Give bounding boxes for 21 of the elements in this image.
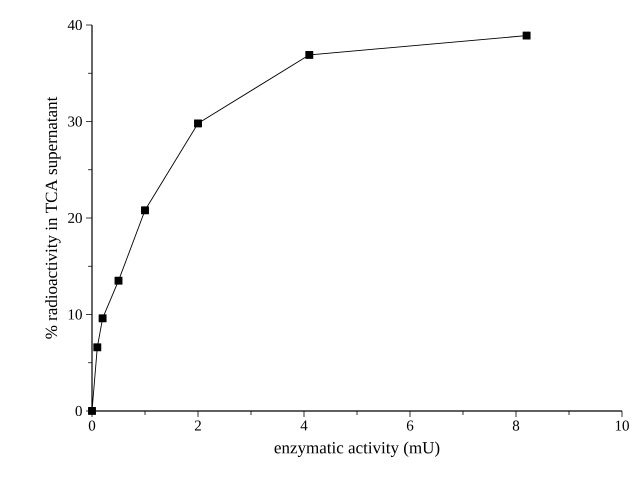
x-tick-label: 4 — [300, 420, 308, 430]
point — [93, 343, 102, 352]
y-tick-label: 40 — [68, 20, 82, 30]
point — [194, 119, 202, 128]
point — [522, 32, 531, 40]
x-tick-label: 10 — [616, 420, 629, 431]
x-tick-label: 8 — [512, 420, 520, 431]
point — [98, 314, 107, 322]
x-tick-label: 0 — [88, 420, 96, 431]
x-axis-title: enzymatic activity (mU) — [274, 442, 440, 457]
point — [114, 276, 122, 285]
x-tick-label: 2 — [194, 420, 201, 430]
y-tick-label: 30 — [68, 116, 82, 127]
x-tick-label: 6 — [406, 420, 414, 431]
y-tick-label: 10 — [68, 309, 82, 320]
y-axis-title: % radioactivity in TCA supernatant — [45, 96, 61, 339]
point — [88, 407, 96, 415]
point — [305, 50, 314, 59]
y-tick-label: 20 — [68, 212, 82, 224]
point — [141, 206, 149, 214]
y-tick-label: 0 — [76, 406, 82, 416]
